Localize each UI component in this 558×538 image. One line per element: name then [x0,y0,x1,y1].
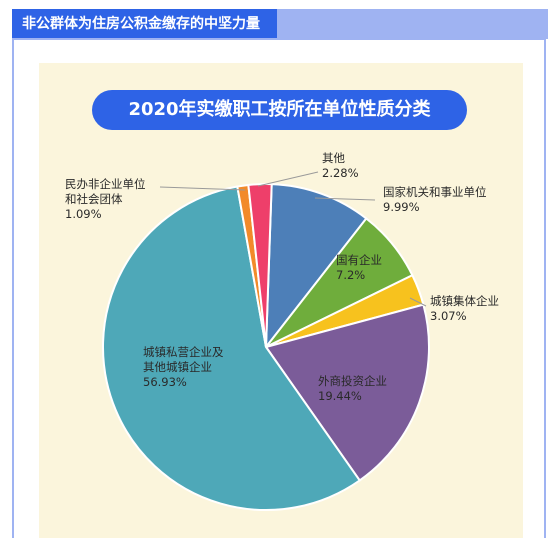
slice-label: 其他 2.28% [322,151,359,180]
pie-slice [102,185,362,511]
section-title: 非公群体为住房公积金缴存的中坚力量 [12,9,277,39]
slice-label: 国有企业 7.2% [336,253,382,282]
leader-line [409,297,427,307]
leader-line [159,186,246,191]
leader-line [314,197,376,201]
slice-label: 城镇私营企业及其他城镇企业 56.93% [143,345,224,389]
leader-line [257,171,319,187]
pie-slice [247,183,273,348]
slice-label: 城镇集体企业 3.07% [430,294,499,323]
slice-label: 国家机关和事业单位 9.99% [383,185,487,214]
slice-label: 民办非企业单位和社会团体 1.09% [65,177,146,221]
pie-slice [264,303,430,482]
slice-label: 外商投资企业 19.44% [318,374,387,403]
pie-slice [264,183,368,351]
chart-title: 2020年实缴职工按所在单位性质分类 [92,90,467,130]
